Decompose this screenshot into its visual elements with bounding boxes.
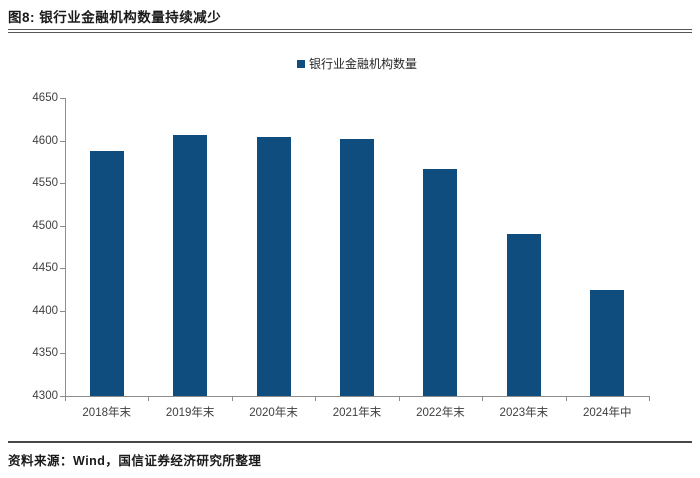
source-divider xyxy=(8,441,692,443)
y-tick-label: 4500 xyxy=(32,219,58,232)
y-tick xyxy=(60,225,65,227)
y-tick xyxy=(60,268,65,270)
x-tick xyxy=(231,397,233,401)
bar xyxy=(506,234,541,396)
y-tick xyxy=(60,396,65,397)
y-tick-label: 4400 xyxy=(32,304,58,317)
y-tick-label: 4600 xyxy=(32,134,58,147)
y-tick xyxy=(60,183,65,185)
y-tick-label: 4350 xyxy=(32,347,58,360)
x-tick xyxy=(315,397,317,401)
bar xyxy=(256,137,291,396)
x-axis-line xyxy=(65,396,650,397)
x-tick xyxy=(482,397,484,401)
y-axis-line xyxy=(65,98,66,396)
x-tick-label: 2019年末 xyxy=(165,407,215,419)
x-tick-label: 2020年末 xyxy=(249,407,298,419)
y-tick-label: 4300 xyxy=(32,390,58,402)
x-tick-label: 2021年末 xyxy=(332,407,382,419)
title-divider xyxy=(8,29,692,33)
y-tick xyxy=(60,310,65,312)
bar xyxy=(89,150,124,396)
legend-swatch-icon xyxy=(296,60,305,68)
x-tick-label: 2024年中 xyxy=(582,407,632,419)
y-tick-label: 4550 xyxy=(32,177,58,190)
x-tick-label: 2018年末 xyxy=(82,407,131,419)
bar xyxy=(340,138,374,396)
x-tick xyxy=(398,397,400,401)
source-note: 资料来源：Wind，国信证券经济研究所整理 xyxy=(8,454,262,468)
y-tick xyxy=(60,140,65,142)
y-tick xyxy=(60,98,65,99)
x-tick xyxy=(649,397,650,401)
x-tick xyxy=(65,397,66,401)
figure-title: 图8: 银行业金融机构数量持续减少 xyxy=(8,10,222,25)
x-tick-label: 2022年末 xyxy=(416,407,465,419)
bar xyxy=(173,134,208,396)
x-tick-label: 2023年末 xyxy=(499,407,549,419)
x-tick xyxy=(148,397,150,401)
bar xyxy=(590,289,625,396)
x-tick xyxy=(565,397,567,401)
y-tick-label: 4450 xyxy=(32,262,58,275)
legend-label: 银行业金融机构数量 xyxy=(308,57,417,71)
chart-legend: 银行业金融机构数量 xyxy=(65,56,649,72)
y-tick-label: 4650 xyxy=(32,92,58,104)
bar xyxy=(423,168,458,396)
y-tick xyxy=(60,353,65,355)
